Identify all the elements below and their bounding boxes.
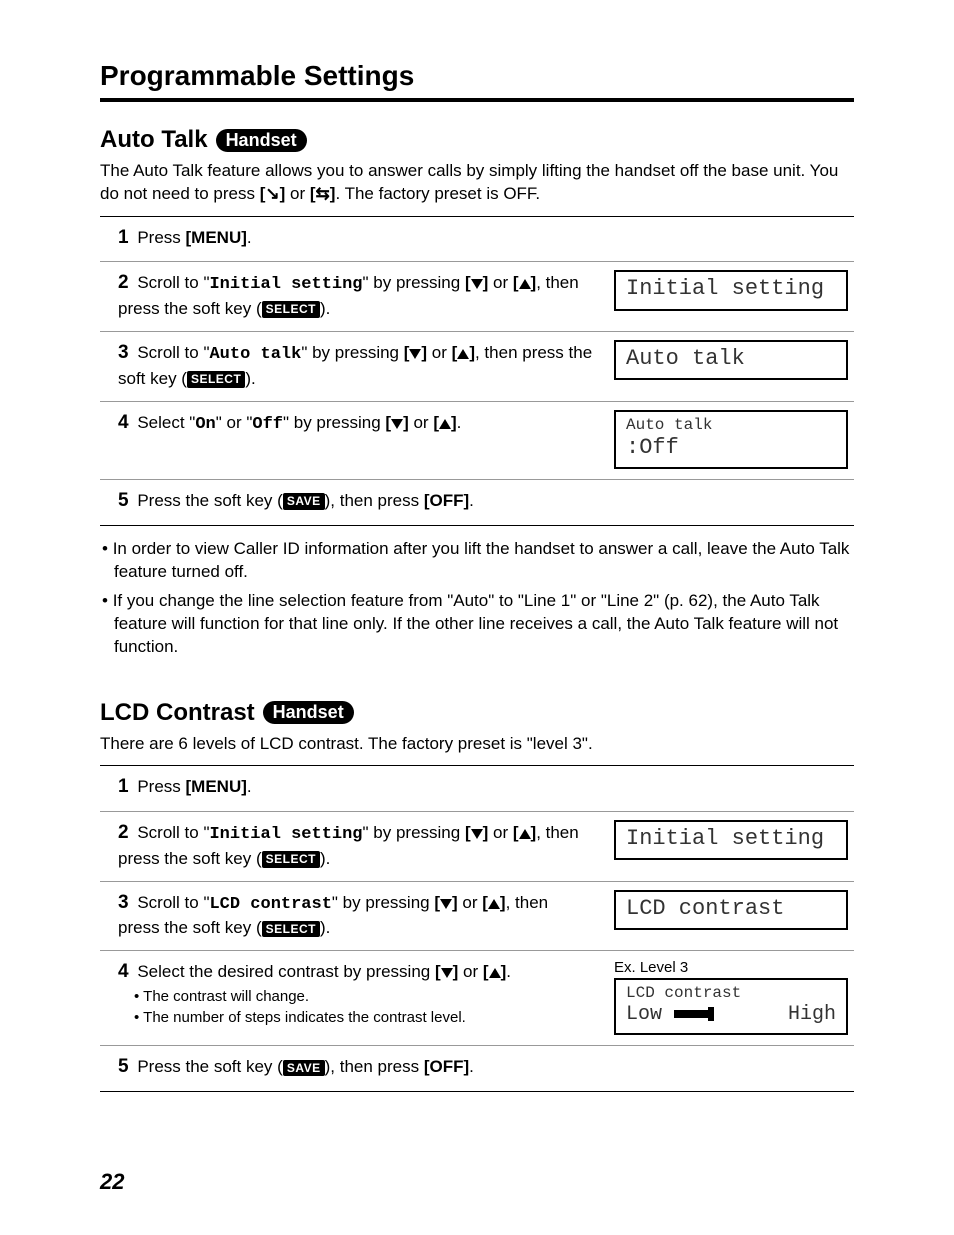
step-row: 4 Select the desired contrast by pressin…	[100, 951, 854, 1046]
autotalk-section: Auto Talk Handset The Auto Talk feature …	[100, 126, 854, 659]
select-key-icon: SELECT	[262, 301, 320, 318]
lcdcontrast-heading: LCD Contrast	[100, 699, 255, 727]
select-key-icon: SELECT	[262, 921, 320, 938]
lcd-display: LCD contrast Low High	[614, 978, 848, 1035]
autotalk-notes: In order to view Caller ID information a…	[100, 538, 854, 659]
step-row: 2 Scroll to "Initial setting" by pressin…	[100, 812, 854, 882]
section-title: Programmable Settings	[100, 60, 854, 102]
lcdcontrast-steps: 1 Press [MENU]. 2 Scroll to "Initial set…	[100, 765, 854, 1092]
select-key-icon: SELECT	[187, 371, 245, 388]
autotalk-intro: The Auto Talk feature allows you to answ…	[100, 160, 854, 206]
lcd-display: LCD contrast	[614, 890, 848, 930]
page-number: 22	[100, 1169, 124, 1195]
lcd-display: Initial setting	[614, 270, 848, 310]
select-key-icon: SELECT	[262, 851, 320, 868]
step-row: 2 Scroll to "Initial setting" by pressin…	[100, 262, 854, 332]
handset-badge: Handset	[263, 701, 354, 724]
lcd-caption: Ex. Level 3	[614, 959, 854, 976]
step-row: 1 Press [MENU].	[100, 766, 854, 812]
lcdcontrast-section: LCD Contrast Handset There are 6 levels …	[100, 699, 854, 1093]
step-row: 3 Scroll to "LCD contrast" by pressing […	[100, 882, 854, 952]
lcdcontrast-intro: There are 6 levels of LCD contrast. The …	[100, 733, 854, 756]
autotalk-heading: Auto Talk	[100, 126, 208, 154]
autotalk-steps: 1 Press [MENU]. 2 Scroll to "Initial set…	[100, 216, 854, 526]
handset-badge: Handset	[216, 129, 307, 152]
step-row: 4 Select "On" or "Off" by pressing [] or…	[100, 402, 854, 481]
lcd-display: Auto talk	[614, 340, 848, 380]
lcd-display: Auto talk :Off	[614, 410, 848, 470]
step-row: 5 Press the soft key (SAVE), then press …	[100, 1046, 854, 1092]
step-row: 3 Scroll to "Auto talk" by pressing [] o…	[100, 332, 854, 402]
save-key-icon: SAVE	[283, 493, 325, 510]
contrast-bar-icon	[674, 1010, 708, 1018]
step-row: 1 Press [MENU].	[100, 217, 854, 263]
step-row: 5 Press the soft key (SAVE), then press …	[100, 480, 854, 526]
lcd-display: Initial setting	[614, 820, 848, 860]
save-key-icon: SAVE	[283, 1060, 325, 1077]
